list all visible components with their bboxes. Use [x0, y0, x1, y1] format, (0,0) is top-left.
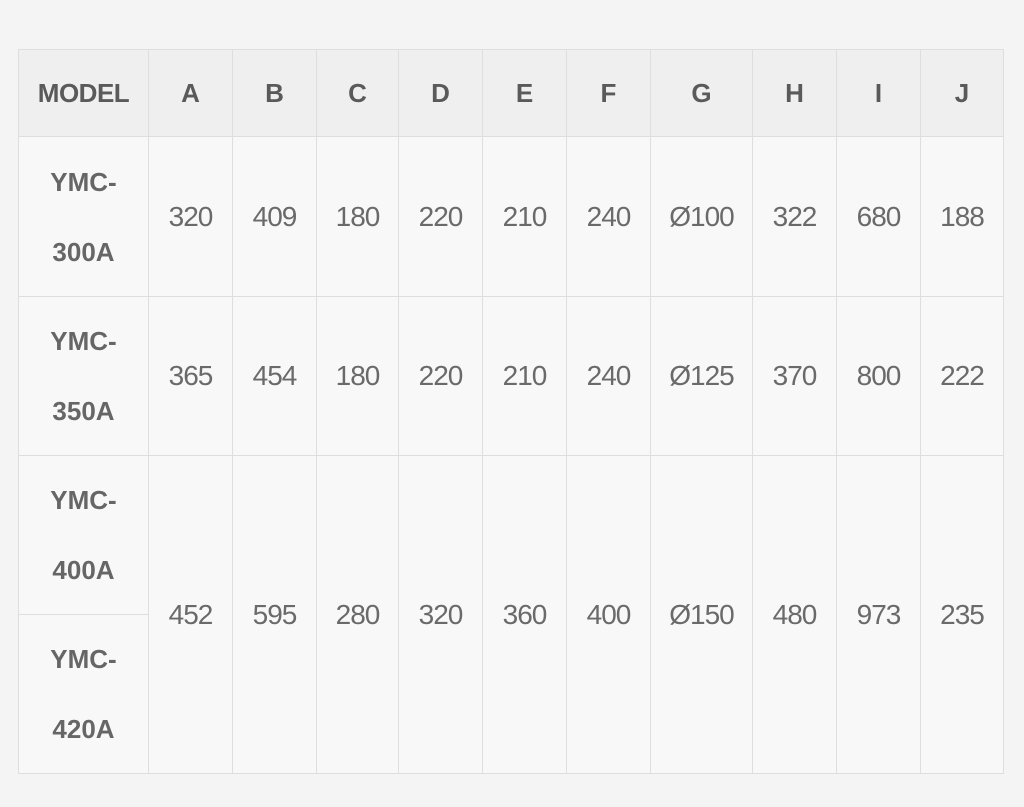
model-cell: YMC- 420A [18, 614, 149, 774]
value-cell-d: 220 [398, 136, 483, 297]
value-cell-b: 409 [232, 136, 317, 297]
model-name-prefix: YMC- [50, 644, 117, 674]
value-cell-e: 210 [482, 296, 567, 456]
value-cell-g: Ø100 [650, 136, 753, 297]
value-cell-i: 800 [836, 296, 921, 456]
model-name-suffix: 350A [52, 396, 115, 426]
value-cell-h: 322 [752, 136, 837, 297]
value-cell-e: 210 [482, 136, 567, 297]
column-header-a: A [148, 49, 233, 137]
value-cell-c: 280 [316, 455, 399, 774]
value-cell-f: 240 [566, 136, 651, 297]
header-row: MODEL A B C D E F G H I J [18, 49, 1004, 137]
dimension-table: MODEL A B C D E F G H I J YMC- 300A 320 409 180 220 210 2… [18, 49, 1004, 774]
model-cell: YMC- 350A [18, 296, 149, 456]
column-header-i: I [836, 49, 921, 137]
value-cell-e: 360 [482, 455, 567, 774]
model-name-prefix: YMC- [50, 485, 117, 515]
column-header-h: H [752, 49, 837, 137]
value-cell-j: 235 [920, 455, 1004, 774]
value-cell-a: 452 [148, 455, 233, 774]
value-cell-i: 680 [836, 136, 921, 297]
model-cell: YMC- 300A [18, 136, 149, 297]
value-cell-j: 188 [920, 136, 1004, 297]
column-header-b: B [232, 49, 317, 137]
model-name-suffix: 420A [52, 714, 115, 744]
model-name-suffix: 300A [52, 236, 115, 267]
value-cell-f: 240 [566, 296, 651, 456]
value-cell-a: 320 [148, 136, 233, 297]
value-cell-b: 595 [232, 455, 317, 774]
model-cell: YMC- 400A [18, 455, 149, 615]
value-cell-j: 222 [920, 296, 1004, 456]
table-row: YMC- 400A 452 595 280 320 360 400 Ø150 480 973 235 [18, 455, 1004, 774]
value-cell-h: 370 [752, 296, 837, 456]
value-cell-d: 220 [398, 296, 483, 456]
value-cell-h: 480 [752, 455, 837, 774]
model-name-suffix: 400A [52, 555, 115, 585]
table-row: YMC- 300A 320 409 180 220 210 240 Ø100 322 680 188 [18, 136, 1004, 297]
value-cell-g: Ø125 [650, 296, 753, 456]
value-cell-a: 365 [148, 296, 233, 456]
column-header-f: F [566, 49, 651, 137]
column-header-g: G [650, 49, 753, 137]
column-header-d: D [398, 49, 483, 137]
value-cell-f: 400 [566, 455, 651, 774]
table-row: YMC- 350A 365 454 180 220 210 240 Ø125 370 800 222 [18, 296, 1004, 456]
model-name-prefix: YMC- [50, 326, 117, 356]
value-cell-c: 180 [316, 136, 399, 297]
model-name-prefix: YMC- [50, 166, 117, 197]
value-cell-b: 454 [232, 296, 317, 456]
value-cell-d: 320 [398, 455, 483, 774]
value-cell-c: 180 [316, 296, 399, 456]
column-header-c: C [316, 49, 399, 137]
column-header-e: E [482, 49, 567, 137]
column-header-j: J [920, 49, 1004, 137]
value-cell-g: Ø150 [650, 455, 753, 774]
value-cell-i: 973 [836, 455, 921, 774]
column-header-model: MODEL [18, 49, 149, 137]
table-row: YMC- 420A [18, 614, 1004, 774]
